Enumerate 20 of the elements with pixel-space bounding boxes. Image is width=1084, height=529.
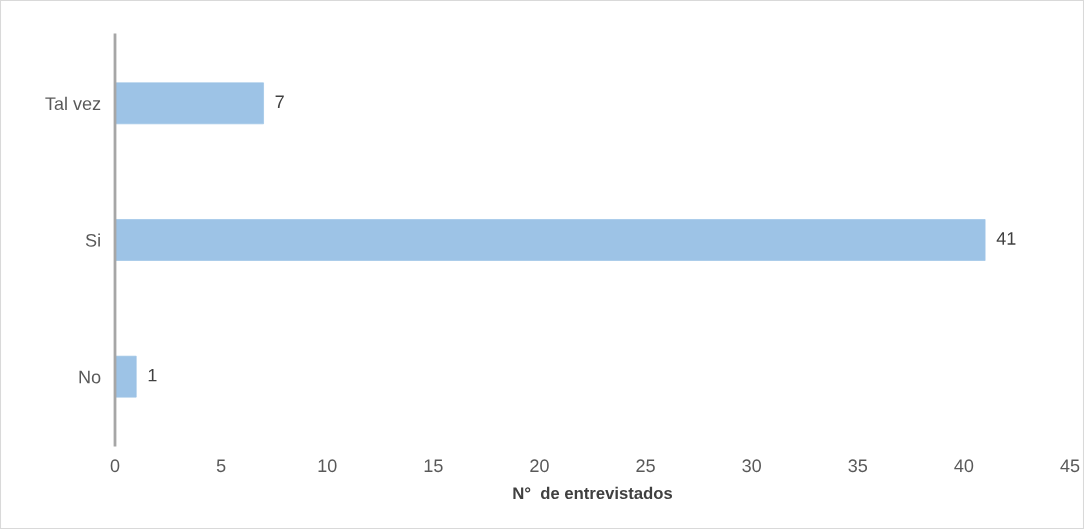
y-tick-label: Tal vez <box>45 96 101 111</box>
x-tick-label: 5 <box>216 459 226 473</box>
data-label: 7 <box>275 95 284 108</box>
x-tick-label: 25 <box>636 459 655 473</box>
data-label: 1 <box>148 368 157 382</box>
bar <box>115 82 264 125</box>
x-tick-label: 35 <box>848 459 868 473</box>
x-tick-label: 45 <box>1060 459 1080 473</box>
bar <box>115 355 137 398</box>
x-tick-label: 0 <box>110 459 120 473</box>
bar <box>115 219 986 261</box>
data-label: 41 <box>996 232 1016 245</box>
x-tick-label: 40 <box>954 459 974 473</box>
x-tick-label: 15 <box>424 459 443 473</box>
x-tick-label: 30 <box>742 459 761 473</box>
x-tick-label: 10 <box>318 459 337 473</box>
y-tick-label: No <box>79 370 101 384</box>
x-tick-label: 20 <box>530 459 549 473</box>
y-tick-label: Si <box>85 233 100 247</box>
x-axis-title: N° de entrevistados <box>513 486 673 500</box>
